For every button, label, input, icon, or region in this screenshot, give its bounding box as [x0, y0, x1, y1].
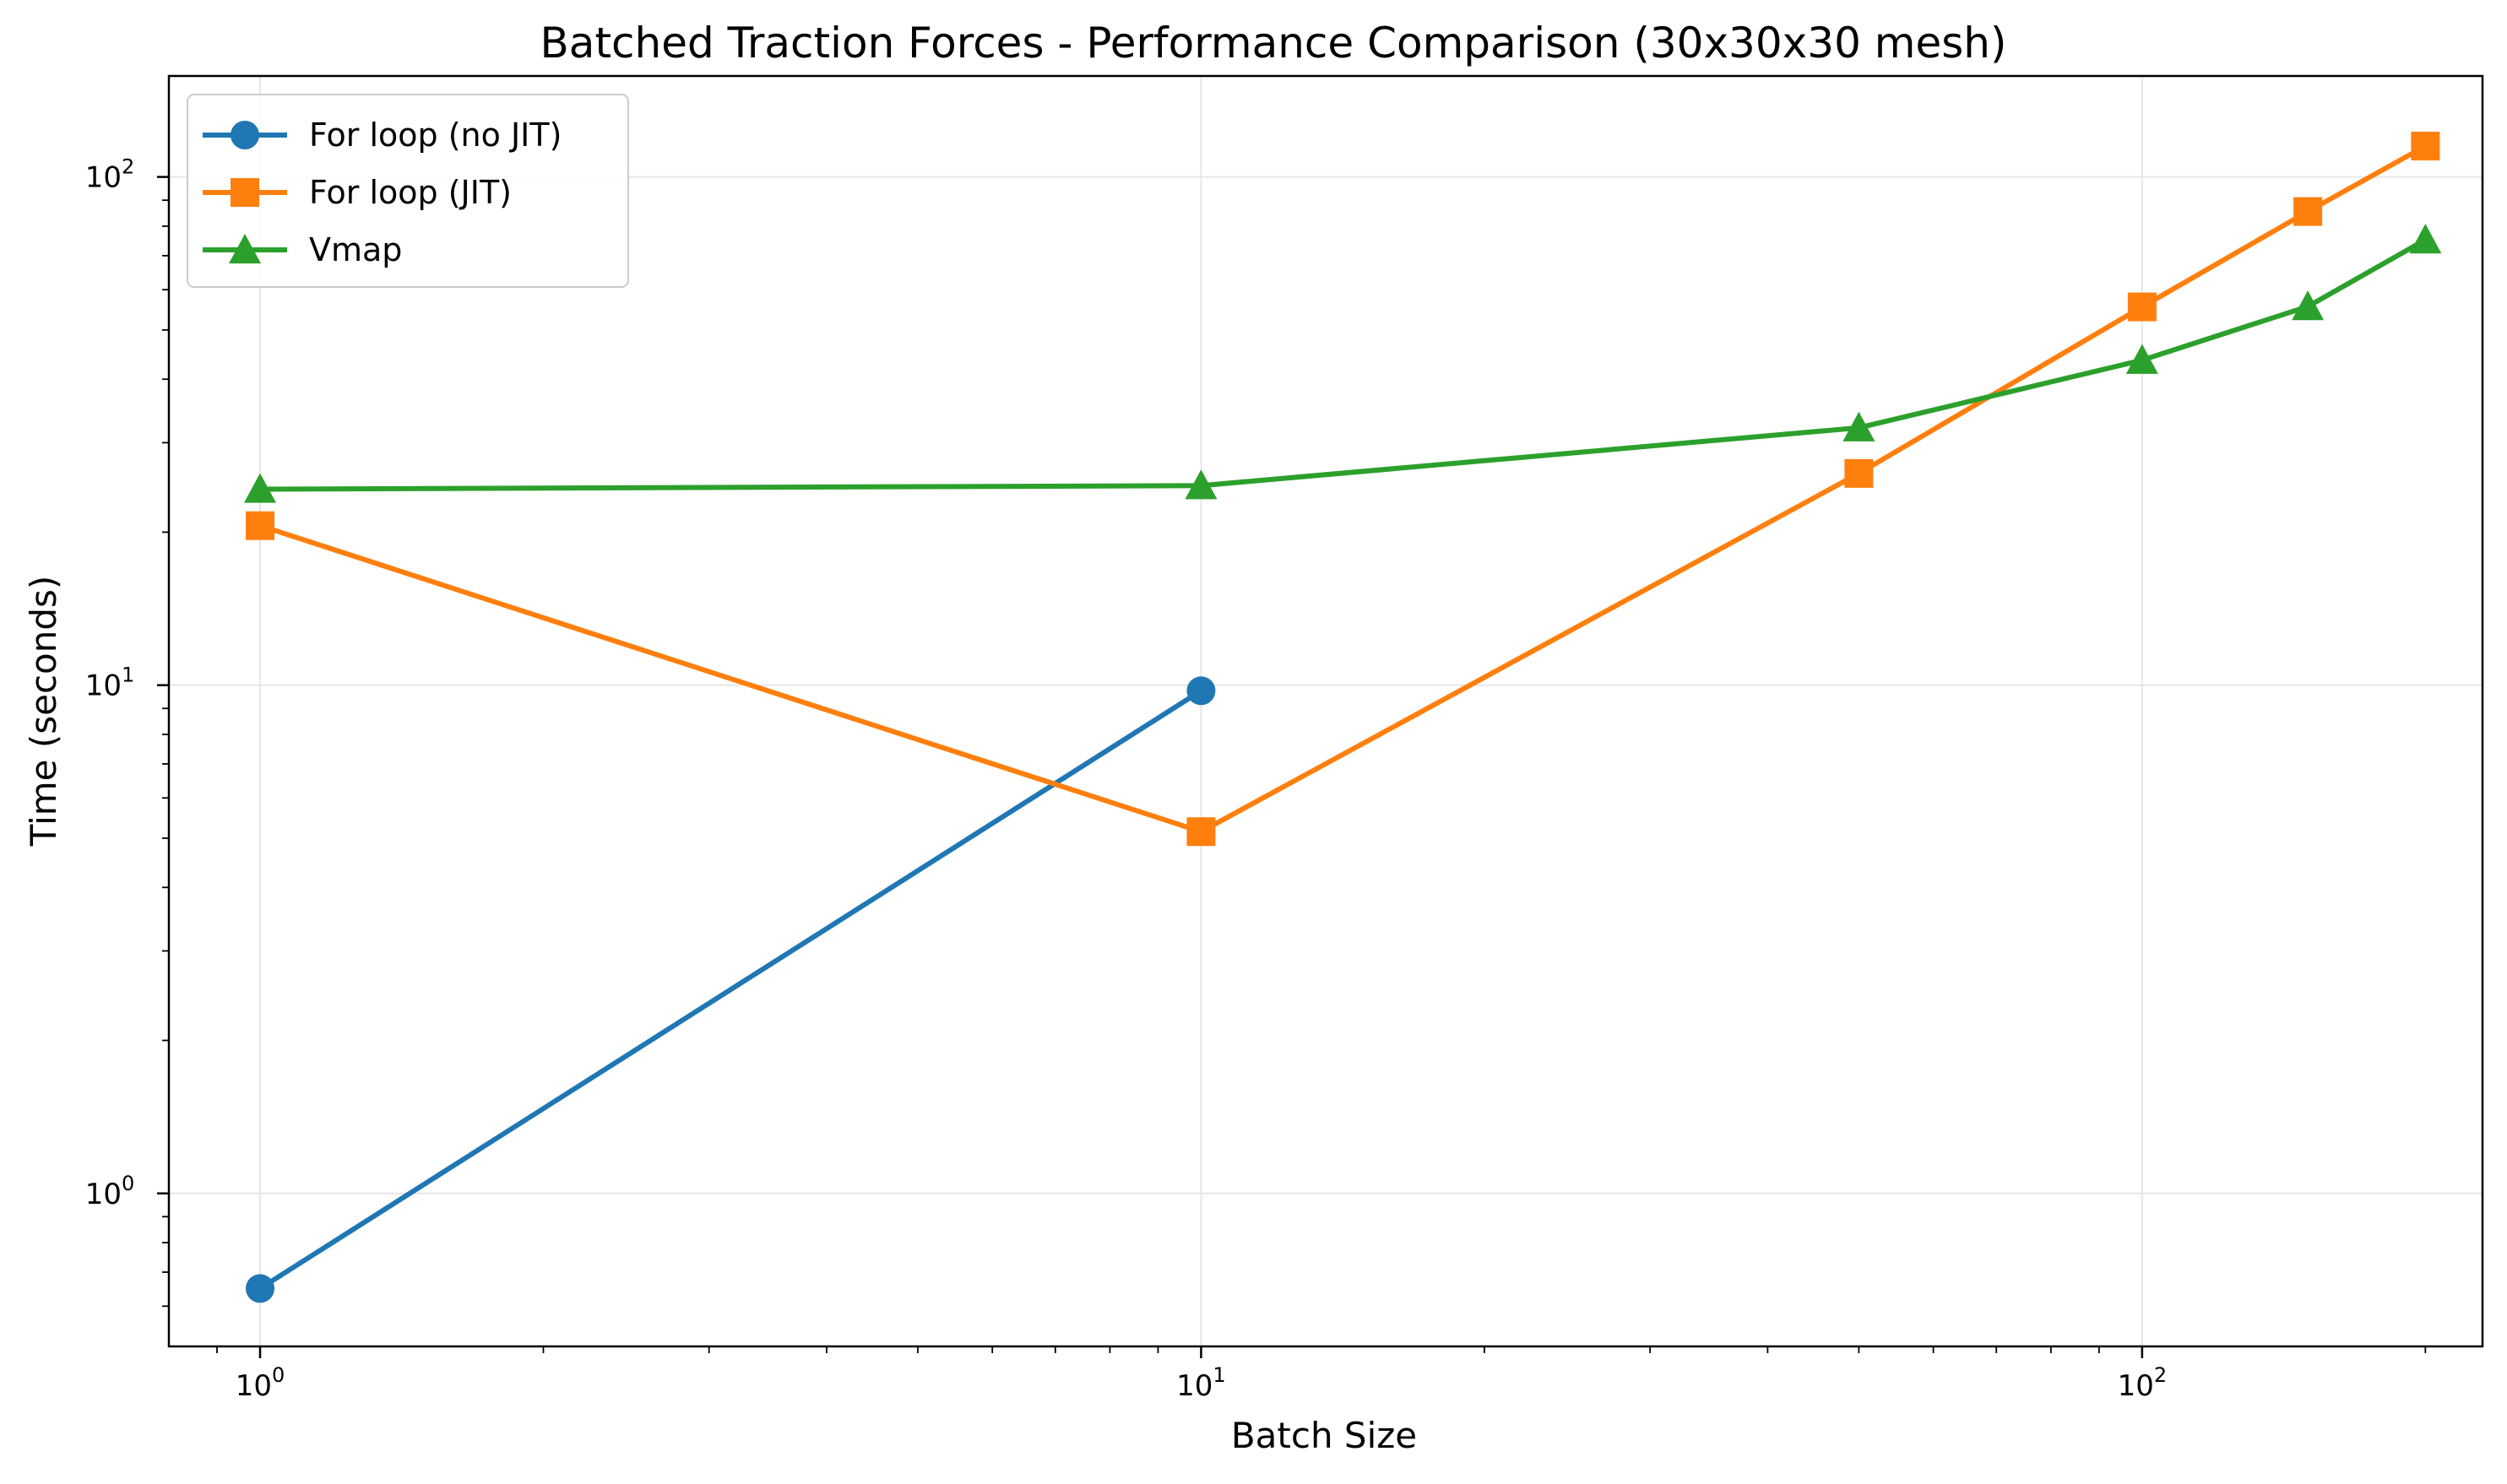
data-point: [1844, 458, 1874, 488]
data-point: [2127, 292, 2157, 322]
legend-marker: [229, 234, 261, 264]
legend-item: For loop (JIT): [203, 174, 512, 211]
series-0: [246, 676, 1216, 1303]
series-2: [244, 224, 2442, 503]
data-point: [2292, 290, 2325, 321]
data-point: [1842, 411, 1875, 441]
series-line: [258, 688, 1204, 1292]
x-axis-ticks: 100 101 102: [236, 1346, 2167, 1403]
legend-label: For loop (no JIT): [309, 116, 562, 154]
y-tick-label: 100: [85, 1172, 135, 1211]
legend-item: Vmap: [203, 231, 402, 268]
y-tick-label: 101: [85, 663, 135, 703]
legend-label: Vmap: [309, 231, 402, 268]
data-point: [2293, 197, 2323, 226]
legend-label: For loop (JIT): [309, 174, 512, 211]
data-point: [246, 1274, 275, 1303]
series-1: [246, 132, 2440, 847]
x-tick-label: 102: [2118, 1363, 2168, 1403]
series-line: [258, 144, 2428, 835]
legend-item: For loop (no JIT): [203, 116, 562, 154]
chart-title: Batched Traction Forces - Performance Co…: [540, 19, 2007, 68]
minor-ticks: [162, 199, 2427, 1353]
data-point: [2411, 132, 2440, 161]
x-tick-label: 101: [1176, 1363, 1226, 1403]
plot-frame: [167, 74, 2484, 1348]
legend-box: [187, 94, 629, 288]
data-point: [1185, 469, 1218, 500]
legend-marker: [231, 178, 259, 207]
data-point: [246, 511, 275, 540]
data-point: [2409, 224, 2442, 254]
x-tick-label: 100: [236, 1363, 285, 1403]
data-point: [1186, 817, 1216, 847]
data-point: [244, 473, 277, 503]
series-line: [258, 237, 2428, 492]
x-axis-label: Batch Size: [1231, 1415, 1417, 1456]
y-tick-label: 102: [85, 155, 135, 195]
legend-marker: [231, 121, 259, 149]
data-point: [2125, 344, 2158, 374]
data-point: [1186, 676, 1216, 706]
series-layer: [244, 132, 2442, 1303]
legend: For loop (no JIT) For loop (JIT) Vmap: [187, 94, 629, 288]
y-axis-label: Time (seconds): [23, 576, 64, 848]
y-axis-ticks: 100 101 102: [85, 155, 169, 1211]
